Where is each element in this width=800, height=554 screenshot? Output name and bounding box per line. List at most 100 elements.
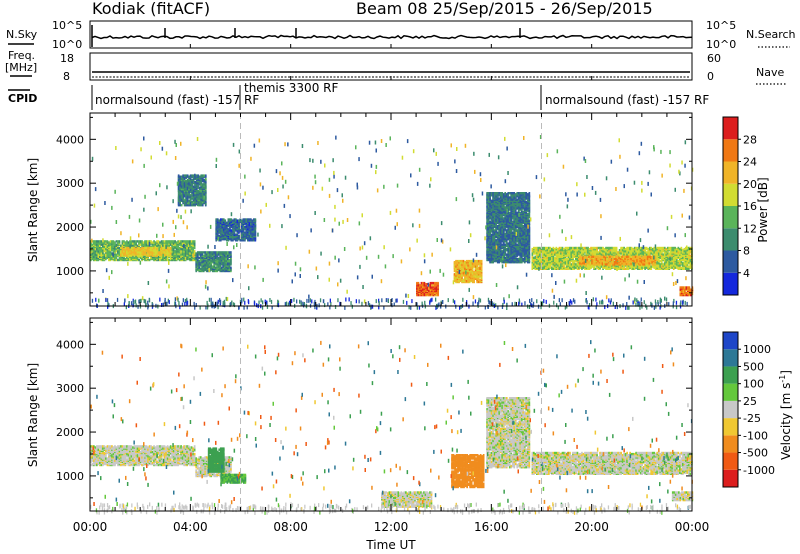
power-cell [493,229,496,232]
power-cell [172,258,175,262]
power-cell [527,245,529,249]
power-cell [245,218,248,221]
power-region-3 [177,174,207,207]
nsky-label: N.Sky [6,28,38,41]
power-cell [230,235,233,239]
power-cell [141,240,143,243]
power-cell [247,228,249,231]
power-cell [493,250,496,253]
power-cell [245,235,248,239]
power-cell [247,232,249,235]
power-cell [148,258,151,262]
power-cell [527,216,529,219]
power-cell [489,215,491,218]
power-cell [487,249,490,252]
power-cell [514,242,517,245]
power-cell [141,243,143,246]
power-cell [426,292,429,296]
power-cell [248,229,251,232]
power-cell [201,204,204,207]
power-cell [566,257,568,261]
power-cell [528,194,531,197]
power-cell [505,197,508,200]
power-cell [189,250,191,253]
power-cell [501,192,504,195]
power-cell [245,228,248,231]
power-cell [558,255,561,258]
power-cell [470,266,472,269]
power-cell [196,253,199,256]
power-cell [543,246,546,250]
power-cell [201,251,204,254]
power-cell [133,256,136,260]
power-cell [168,246,170,250]
power-cell [115,243,118,246]
power-cell [455,267,457,270]
power-cell [468,262,471,265]
power-cell [555,250,558,253]
power-cell [245,232,248,235]
power-cell [487,232,490,235]
power-cell [124,246,127,250]
power-cell [191,178,193,182]
power-cell [190,245,193,249]
power-cell [471,280,474,284]
power-region-4 [215,218,257,242]
power-cell [426,283,429,286]
power-cell [492,195,494,198]
power-cell [168,258,170,262]
power-cell [504,240,507,243]
power-cell [217,253,220,256]
power-cell [96,240,98,243]
power-cell [508,246,511,250]
power-cell [160,253,163,256]
power-cell [222,251,225,254]
power-cell [115,250,118,253]
power-cell [118,246,121,250]
power-cell [520,206,523,209]
power-cell [566,265,568,268]
power-cell [130,250,133,253]
power-cell [525,192,528,195]
power-cell [539,258,541,262]
power-cell [138,246,140,250]
power-cell [516,239,519,242]
power-cell [126,250,128,253]
power-cell [154,253,157,256]
power-cell [552,258,555,262]
power-cell [211,251,214,254]
power-cell [522,199,525,202]
power-cell [181,247,184,251]
power-cell [120,250,122,253]
power-cell [205,251,208,254]
power-cell [510,218,513,221]
nsearch-label: N.Search [746,28,796,41]
power-cell [106,240,109,243]
power-cell [169,257,172,261]
power-cell [510,252,513,255]
power-cell [198,251,201,254]
power-cell [147,240,149,243]
power-cell [179,181,181,184]
power-cell [162,256,164,260]
power-cell [197,197,200,200]
freq-tick-bottom: 8 [63,70,70,83]
power-cell [126,240,128,243]
power-cell [210,255,213,258]
power-cell [144,246,146,250]
power-cell [514,230,517,233]
power-cell [498,192,501,195]
power-cell [498,219,501,222]
power-cell [186,240,188,243]
power-cell [175,247,178,251]
power-cell [551,266,553,269]
power-cell [456,276,459,279]
power-cell [102,241,104,244]
power-cell [510,209,513,212]
power-cell [511,222,514,226]
power-cell [203,183,206,186]
power-cell [105,240,107,243]
power-cell [495,243,497,246]
